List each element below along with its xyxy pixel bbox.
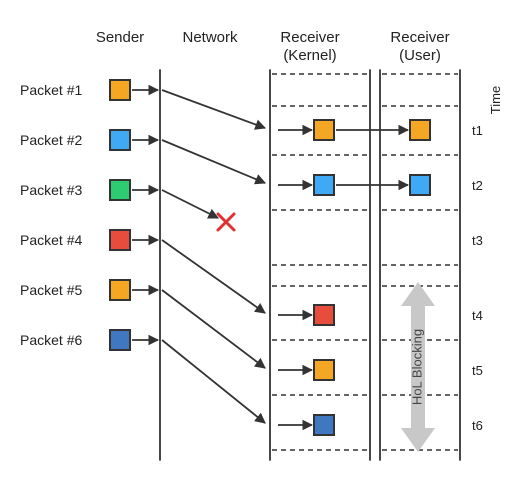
sender-packet-box [110,130,130,150]
sender-packet-box [110,230,130,250]
network-arrow [162,190,218,218]
sender-packet-box [110,330,130,350]
packet-label: Packet #5 [20,282,82,298]
packet-label: Packet #4 [20,232,82,248]
sender-packet-box [110,280,130,300]
packet-label: Packet #2 [20,132,82,148]
col-header-kernel-2: (Kernel) [283,47,336,64]
time-label: t5 [472,363,483,378]
network-arrow [162,90,265,128]
time-axis-label: Time [488,86,503,114]
network-arrow [162,140,265,183]
user-packet-box [410,175,430,195]
time-label: t2 [472,178,483,193]
kernel-packet-box [314,360,334,380]
col-header-user-2: (User) [399,47,441,64]
packet-label: Packet #1 [20,82,82,98]
kernel-packet-box [314,305,334,325]
col-header-user-1: Receiver [390,29,449,46]
sender-packet-box [110,80,130,100]
time-label: t3 [472,233,483,248]
col-header-sender: Sender [96,29,144,46]
packet-label: Packet #3 [20,182,82,198]
col-header-kernel-1: Receiver [280,29,339,46]
col-header-network: Network [182,29,238,46]
time-label: t4 [472,308,483,323]
user-packet-box [410,120,430,140]
time-label: t6 [472,418,483,433]
kernel-packet-box [314,415,334,435]
hol-blocking-label: HoL Blocking [409,329,424,405]
sender-packet-box [110,180,130,200]
kernel-packet-box [314,120,334,140]
kernel-packet-box [314,175,334,195]
packet-label: Packet #6 [20,332,82,348]
network-arrow [162,340,265,423]
time-label: t1 [472,123,483,138]
